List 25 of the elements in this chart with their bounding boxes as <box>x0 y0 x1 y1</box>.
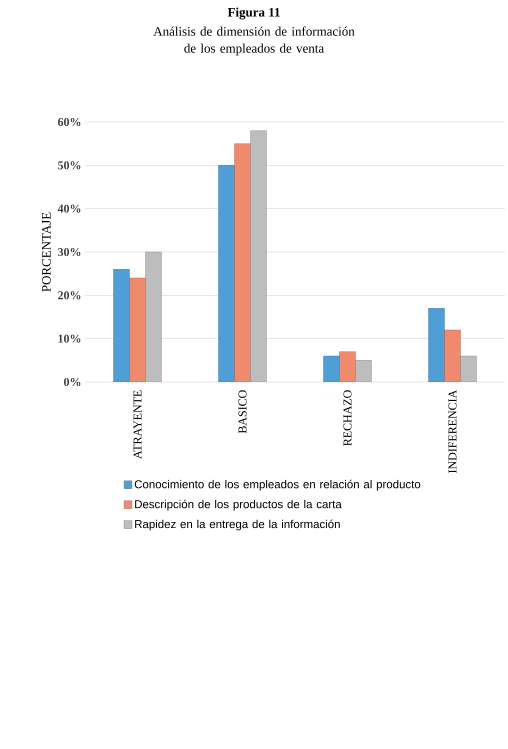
bar <box>129 278 146 382</box>
y-tick-label: 20% <box>58 291 80 300</box>
x-tick-label: RECHAZO <box>343 390 352 446</box>
legend-label: Descripción de los productos de la carta <box>135 500 342 511</box>
bar <box>428 308 445 382</box>
y-tick-label: 50% <box>58 161 80 170</box>
y-tick-label: 60% <box>58 118 80 126</box>
bar <box>113 269 130 382</box>
y-tick-label: 10% <box>58 334 80 343</box>
y-tick-label: 0% <box>64 378 80 386</box>
bar <box>444 330 461 382</box>
x-tick-label: BASICO <box>238 390 247 434</box>
y-tick-label: 40% <box>58 204 80 213</box>
chart-subtitle: Análisis de dimensión de información de los empleados de venta <box>153 26 355 56</box>
x-tick-label: ATRAYENTE <box>134 390 142 459</box>
legend-label: Rapidez en la entrega de la información <box>135 520 340 530</box>
y-axis-title: PORCENTAJE <box>42 212 51 292</box>
legend-label: Conocimiento de los empleados en relación al producto <box>134 480 420 491</box>
x-tick-label: INDIFERENCIA <box>448 390 457 474</box>
bar <box>218 165 235 382</box>
chart-title: Figura 11 <box>228 8 280 20</box>
y-tick-label: 30% <box>58 248 80 256</box>
bar <box>234 143 251 382</box>
bar <box>339 351 356 382</box>
bar <box>323 356 340 382</box>
